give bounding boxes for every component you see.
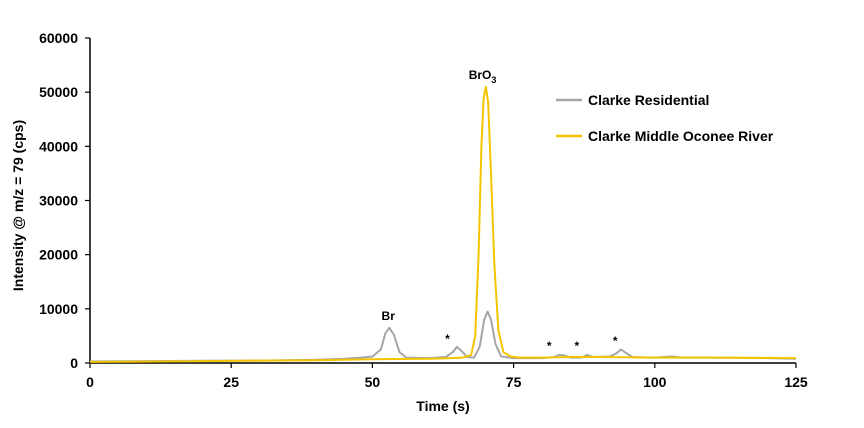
axes: [89, 38, 796, 364]
annotation-text: *: [445, 332, 450, 346]
peak-annotation: *: [445, 332, 450, 346]
x-tick-label: 125: [784, 374, 808, 390]
peak-annotation: *: [613, 334, 618, 348]
peak-annotation: Br: [382, 309, 396, 323]
x-tick-label: 75: [506, 374, 522, 390]
series-line-0: [89, 310, 797, 363]
peak-annotations: Br * BrO3 * * *: [382, 68, 618, 353]
annotation-text: Br: [382, 309, 396, 323]
x-tick-label: 25: [223, 374, 239, 390]
x-tick-label: 50: [365, 374, 381, 390]
x-tick-label: 0: [86, 374, 94, 390]
x-axis-ticks: 0 25 50 75 100 125: [86, 363, 808, 390]
peak-annotation: *: [547, 339, 552, 353]
annotation-text: *: [575, 339, 580, 353]
y-axis-title: Intensity @ m/z = 79 (cps): [10, 120, 26, 291]
legend-label: Clarke Middle Oconee River: [588, 128, 774, 144]
annotation-text: *: [547, 339, 552, 353]
y-tick-label: 50000: [39, 84, 78, 100]
peak-annotation: *: [575, 339, 580, 353]
y-tick-label: 20000: [39, 247, 78, 263]
series-line-1: [89, 85, 797, 363]
legend: Clarke Residential Clarke Middle Oconee R…: [556, 92, 774, 144]
y-tick-label: 60000: [39, 30, 78, 46]
x-axis-title: Time (s): [416, 398, 469, 414]
y-tick-label: 30000: [39, 193, 78, 209]
annotation-text: *: [613, 334, 618, 348]
annotation-text: BrO: [469, 68, 492, 82]
annotation-subscript: 3: [491, 75, 496, 85]
series-lines: [89, 85, 797, 363]
y-axis-ticks: 0 10000 20000 30000 40000 50000 60000: [39, 30, 90, 371]
legend-label: Clarke Residential: [588, 92, 709, 108]
y-tick-label: 10000: [39, 301, 78, 317]
y-tick-label: 0: [70, 355, 78, 371]
peak-annotation: BrO3: [469, 68, 497, 85]
y-tick-label: 40000: [39, 138, 78, 154]
x-tick-label: 100: [643, 374, 667, 390]
